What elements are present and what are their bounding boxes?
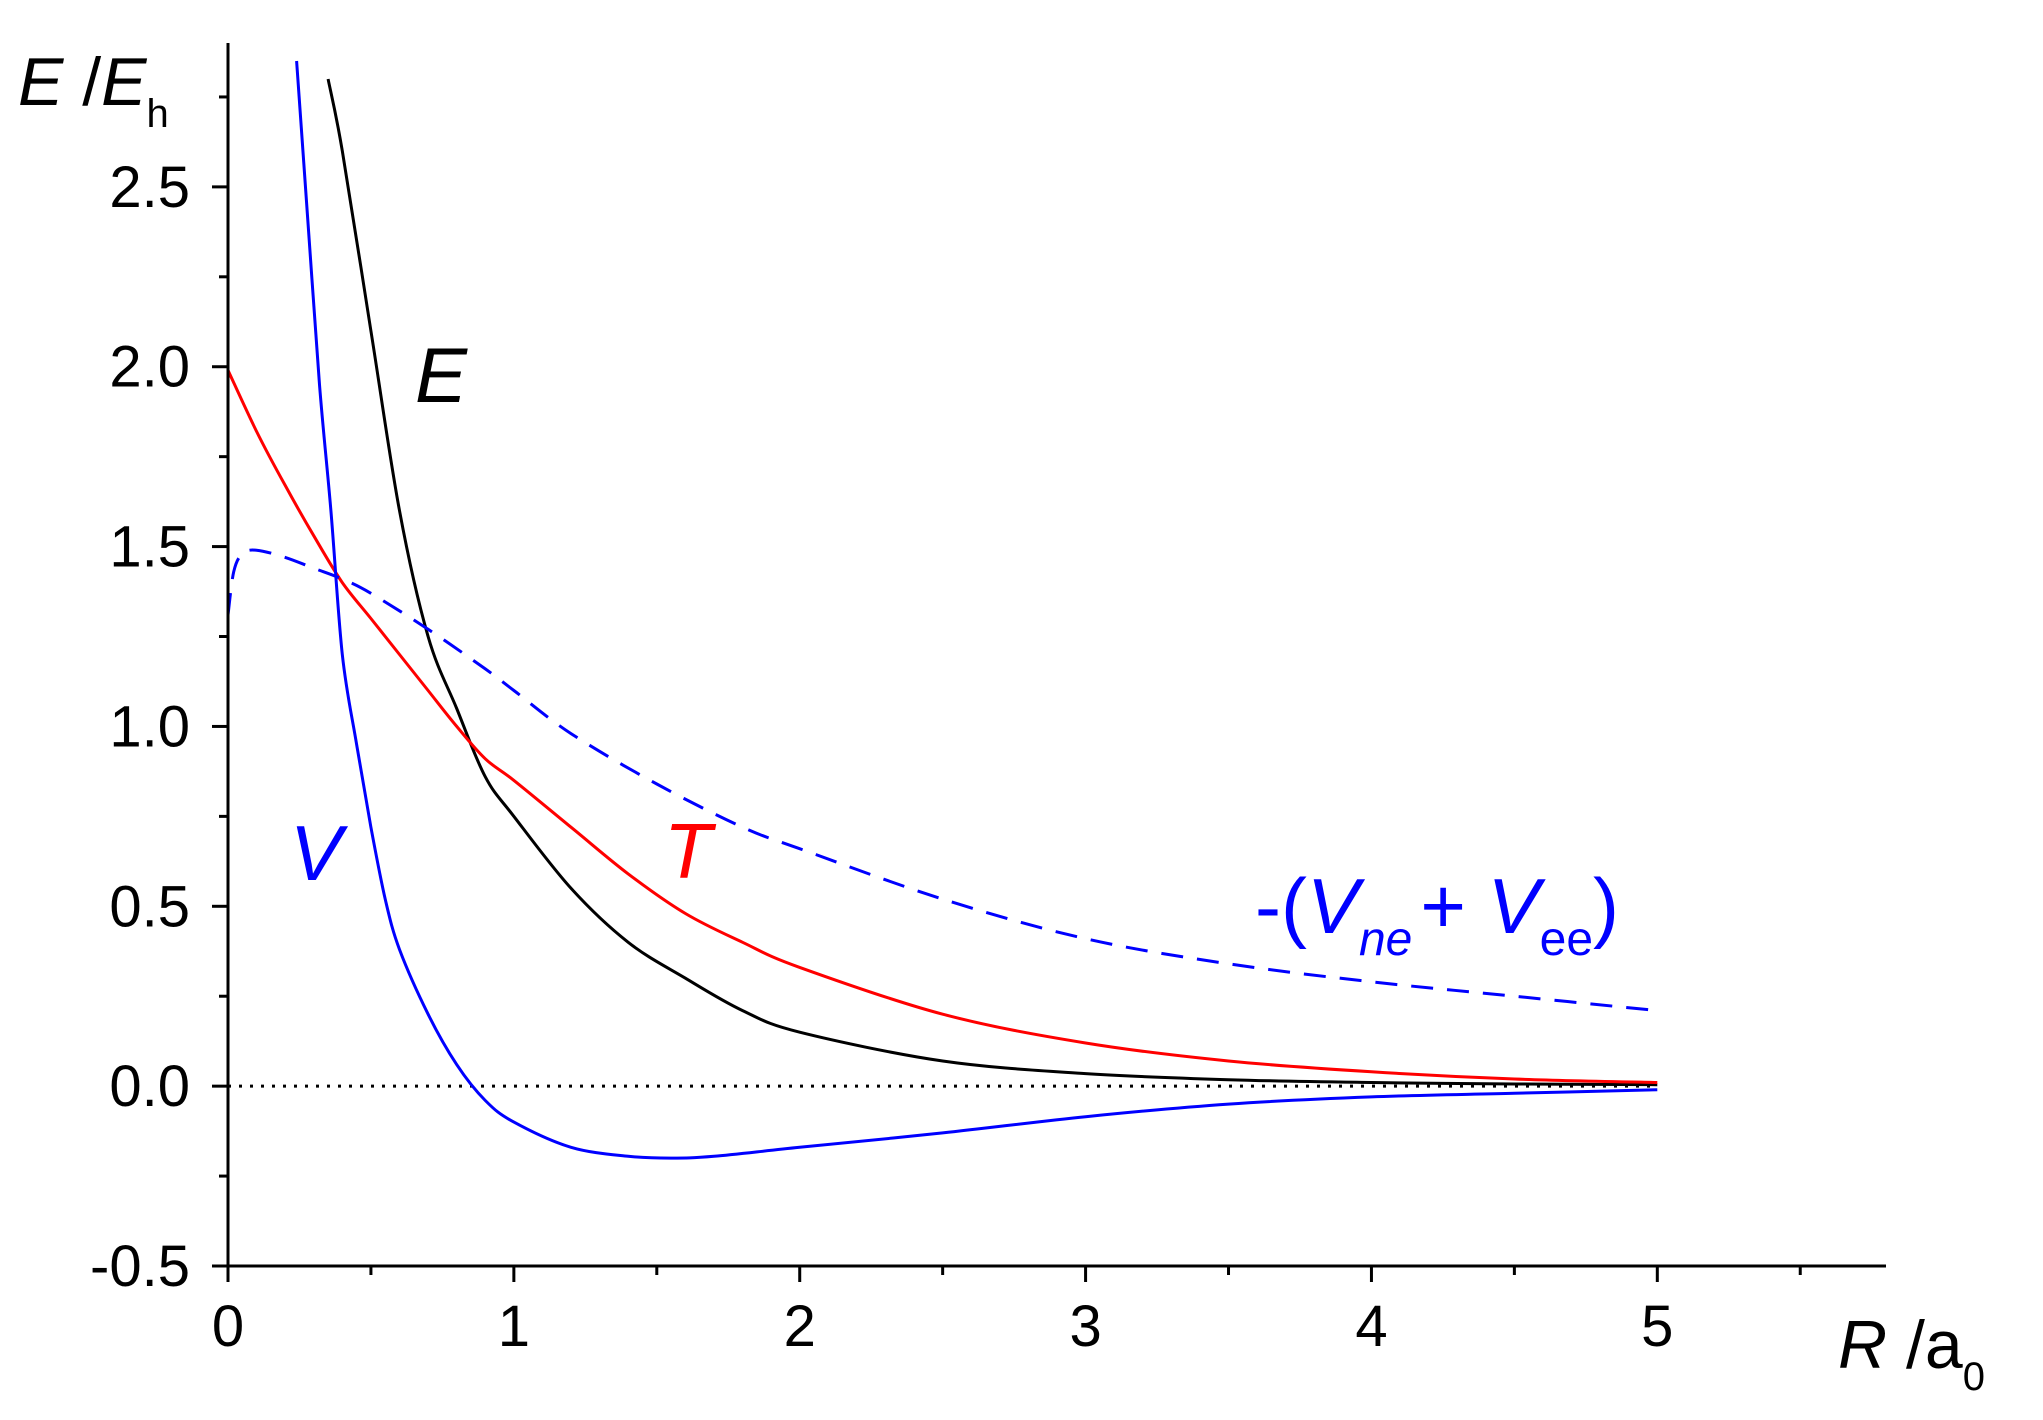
x-tick-label: 1	[498, 1294, 530, 1359]
label-T: T	[664, 807, 717, 895]
series-line-neg-Vne-Vee	[226, 548, 1658, 1013]
series-line-T	[226, 369, 1658, 1084]
y-tick-label: 0.5	[109, 874, 190, 939]
y-tick-label: 2.5	[109, 155, 190, 220]
y-tick-label: 2.0	[109, 335, 190, 400]
x-tick-label: 3	[1069, 1294, 1101, 1359]
series-line-V	[295, 60, 1658, 1160]
x-tick-label: 2	[784, 1294, 816, 1359]
y-axis-title: E /Eh	[18, 44, 169, 136]
label-E: E	[415, 331, 468, 419]
series-line-E	[326, 78, 1658, 1087]
y-tick-label: 1.0	[109, 694, 190, 759]
x-tick-label: 4	[1355, 1294, 1387, 1359]
series-layer	[226, 60, 1658, 1160]
x-tick-label: 0	[212, 1294, 244, 1359]
y-tick-label: -0.5	[90, 1234, 190, 1299]
ticks: 0 1 2 3 4 5 -0.5 0.0 0.5 1.0 1.5 2.0 2.5	[90, 95, 1802, 1359]
x-tick-label: 5	[1641, 1294, 1673, 1359]
y-tick-label: 1.5	[109, 515, 190, 580]
x-axis-title: R /a0	[1838, 1307, 1985, 1399]
label-V: V	[290, 809, 349, 897]
label-neg-Vne-Vee: -(Vne + Vee)	[1255, 862, 1619, 966]
y-tick-label: 0.0	[109, 1054, 190, 1119]
axes	[226, 43, 1886, 1268]
